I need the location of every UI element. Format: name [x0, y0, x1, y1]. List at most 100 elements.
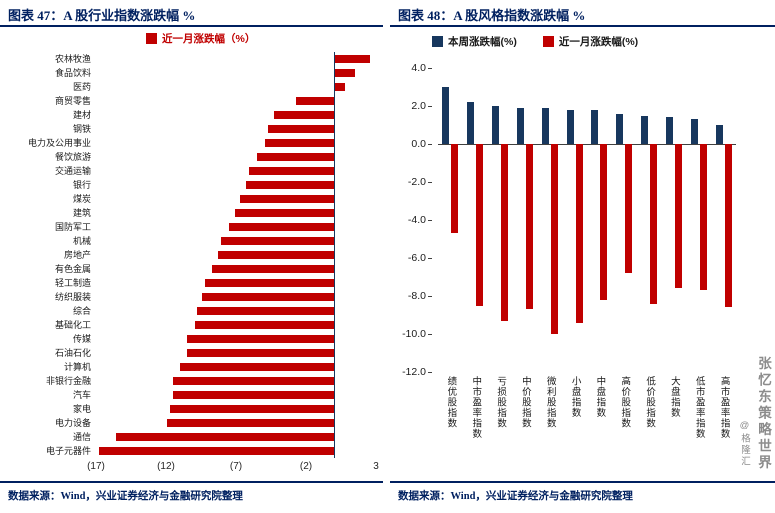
industry-bar-track [96, 304, 376, 318]
style-month-bar [699, 144, 707, 291]
watermark-main: 张忆东策略世界 [756, 356, 771, 472]
industry-bar [273, 111, 334, 119]
industry-bar-track [96, 192, 376, 206]
style-month-bar [625, 144, 633, 274]
industry-bar [196, 307, 334, 315]
industry-bar [229, 223, 334, 231]
industry-bar [205, 279, 334, 287]
industry-bar [202, 293, 334, 301]
style-category-label: 中价股指数 [519, 376, 531, 429]
industry-bar [268, 125, 334, 133]
industry-legend: 近一月涨跌幅（%） [146, 31, 255, 46]
style-category-label: 低价股指数 [644, 376, 656, 429]
industry-plot: 农林牧渔 食品饮料 医药 商贸零售 建材 钢铁 电力及公用事业 餐饮旅游 交通运输 银行 煤炭 建筑国… [4, 52, 376, 458]
industry-x-axis: (17) (12) (7) (2) 3 [87, 461, 379, 475]
industry-bar-track [96, 360, 376, 374]
style-month-bar [501, 144, 509, 321]
style-month-bar [575, 144, 583, 323]
industry-row: 计算机 [4, 360, 376, 374]
industry-category-label: 计算机 [63, 362, 91, 372]
industry-bar-track [96, 52, 376, 66]
industry-bar-track [96, 234, 376, 248]
industry-category-label: 电力及公用事业 [27, 138, 91, 148]
industry-bar-track [96, 346, 376, 360]
industry-category-label: 煤炭 [72, 194, 91, 204]
industry-row: 商贸零售 [4, 94, 376, 108]
industry-row: 传媒 [4, 332, 376, 346]
industry-category-label: 医药 [72, 82, 91, 92]
industry-category-label: 石油石化 [54, 348, 91, 358]
industry-bar [167, 419, 334, 427]
industry-bar [195, 321, 334, 329]
style-week-bar [591, 109, 599, 144]
style-month-bar [550, 144, 558, 334]
industry-legend-label: 近一月涨跌幅（%） [162, 33, 256, 45]
industry-row: 医药 [4, 80, 376, 94]
industry-row: 汽车 [4, 388, 376, 402]
industry-source-note: 数据来源：Wind，兴业证券经济与金融研究院整理 [8, 491, 243, 502]
industry-bar-track [96, 444, 376, 458]
industry-row: 基础化工 [4, 318, 376, 332]
industry-category-label: 交通运输 [54, 166, 91, 176]
industry-category-label: 通信 [72, 432, 91, 442]
industry-bar [180, 363, 334, 371]
style-week-legend-swatch-icon [432, 36, 443, 47]
industry-category-label: 建材 [72, 110, 91, 120]
industry-row: 钢铁 [4, 122, 376, 136]
industry-category-label: 基础化工 [54, 320, 91, 330]
industry-row: 交通运输 [4, 164, 376, 178]
industry-category-label: 食品饮料 [54, 68, 91, 78]
industry-row: 有色金属 [4, 262, 376, 276]
style-month-bar [600, 144, 608, 300]
style-category-label: 小盘指数 [569, 376, 581, 418]
style-legend-item-week: 本周涨跌幅(%) [432, 34, 517, 49]
industry-category-label: 钢铁 [72, 124, 91, 134]
industry-bar-track [96, 94, 376, 108]
industry-bar-track [96, 80, 376, 94]
style-week-bar [641, 115, 649, 144]
industry-category-label: 电子元器件 [45, 446, 91, 456]
industry-row: 餐饮旅游 [4, 150, 376, 164]
industry-source-rule [0, 481, 383, 483]
industry-bar [296, 97, 334, 105]
industry-bar-track [96, 332, 376, 346]
industry-row: 建筑 [4, 206, 376, 220]
industry-bar-track [96, 136, 376, 150]
style-y-axis: 4.0 2.0 0.0 -2.0 -4.0 -6.0 -8.0 -10.0 -12.0 [390, 62, 434, 378]
industry-bar-track [96, 290, 376, 304]
industry-category-label: 建筑 [72, 208, 91, 218]
industry-category-label: 机械 [72, 236, 91, 246]
industry-category-label: 轻工制造 [54, 278, 91, 288]
industry-bar [115, 433, 334, 441]
industry-bar [217, 251, 334, 259]
style-category-label: 中盘指数 [594, 376, 606, 418]
industry-title-rule [0, 25, 383, 27]
industry-category-label: 有色金属 [54, 264, 91, 274]
style-month-bar [476, 144, 484, 306]
watermark-sub: @格隆汇 [739, 420, 750, 468]
industry-bar [212, 265, 334, 273]
industry-bar [334, 69, 355, 77]
industry-bar-track [96, 248, 376, 262]
industry-category-label: 电力设备 [54, 418, 91, 428]
industry-bar [220, 237, 334, 245]
industry-bar-track [96, 276, 376, 290]
industry-bar-track [96, 388, 376, 402]
style-category-label: 微利股指数 [544, 376, 556, 429]
industry-category-label: 家电 [72, 404, 91, 414]
style-category-label: 低市盈率指数 [693, 376, 705, 439]
y-tick-label: 4.0 [411, 62, 432, 74]
style-legend-item-month: 近一月涨跌幅(%) [542, 34, 638, 49]
industry-bar [187, 335, 334, 343]
style-week-bar [467, 102, 475, 144]
y-tick-label: -4.0 [407, 214, 433, 226]
industry-row: 电力及公用事业 [4, 136, 376, 150]
industry-bar-track [96, 262, 376, 276]
industry-legend-swatch-icon [146, 33, 157, 44]
industry-row: 食品饮料 [4, 66, 376, 80]
industry-bar [173, 377, 334, 385]
industry-category-label: 传媒 [72, 334, 91, 344]
industry-bar [173, 391, 334, 399]
style-source-rule [390, 481, 775, 483]
x-tick-label: (7) [229, 461, 243, 472]
